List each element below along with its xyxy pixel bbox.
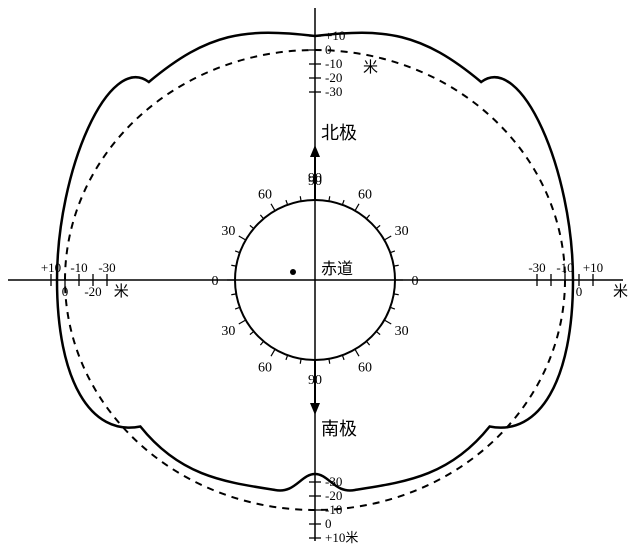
lat-tick-label: 30 [395, 224, 409, 239]
lat-tick-label: 30 [395, 324, 409, 339]
lat-tick [342, 200, 344, 205]
lat-tick-label: 60 [358, 187, 372, 202]
lat-tick-label: 60 [258, 187, 272, 202]
unit-label-left: 米 [114, 283, 129, 300]
lat-tick-label: 60 [258, 361, 272, 376]
scale-label-left: 0 [62, 284, 69, 299]
lat-tick [231, 294, 236, 295]
lat-tick [366, 341, 369, 345]
lat-tick [342, 355, 344, 360]
lat-tick [239, 320, 246, 324]
lat-tick [390, 251, 395, 253]
lat-tick [239, 236, 246, 240]
lat-tick [250, 225, 254, 228]
lat-tick [329, 196, 330, 201]
lat-tick [235, 251, 240, 253]
scale-label-left: -30 [98, 260, 115, 275]
lat-tick [235, 307, 240, 309]
lat-tick [394, 294, 399, 295]
lat-tick [390, 307, 395, 309]
center-dot [290, 269, 296, 275]
lat-tick [376, 331, 380, 334]
lat-tick [260, 215, 263, 219]
scale-label-left: +10 [41, 260, 61, 275]
scale-label-right: +10 [583, 260, 603, 275]
lat-tick [366, 215, 369, 219]
lat-tick [260, 341, 263, 345]
lat-tick [376, 225, 380, 228]
scale-label-left: -10 [70, 260, 87, 275]
lat-tick [394, 265, 399, 266]
scale-label-right: -30 [528, 260, 545, 275]
lat-tick [300, 196, 301, 201]
lat-tick [384, 236, 391, 240]
scale-label-top: +10 [325, 28, 345, 43]
scale-label-bottom: 0 [325, 516, 332, 531]
unit-label-top: 米 [363, 59, 378, 76]
lat-tick [271, 349, 275, 356]
scale-label-top: -10 [325, 56, 342, 71]
lat-tick-label: 60 [358, 361, 372, 376]
lat-tick [384, 320, 391, 324]
lat-tick-label: 0 [412, 274, 419, 289]
lat-tick-label: 0 [212, 274, 219, 289]
lat-tick-label: 30 [221, 224, 235, 239]
scale-label-left: -20 [84, 284, 101, 299]
south-pole-label: 南极 [321, 419, 357, 439]
unit-label-right: 米 [613, 283, 628, 300]
lat-tick [231, 265, 236, 266]
south-arrow-head [310, 403, 320, 415]
lat-tick [300, 359, 301, 364]
lat-tick [355, 204, 359, 211]
lat-tick [250, 331, 254, 334]
lat-tick-label: 30 [221, 324, 235, 339]
lat-tick [355, 349, 359, 356]
scale-label-right: 0 [576, 284, 583, 299]
scale-label-right: -10 [556, 260, 573, 275]
scale-label-top: -30 [325, 84, 342, 99]
scale-label-bottom: +10米 [325, 530, 358, 545]
scale-label-top: 0 [325, 42, 332, 57]
equator-label: 赤道 [321, 260, 353, 278]
lat-tick [329, 359, 330, 364]
lat-tick [286, 355, 288, 360]
scale-label-top: -20 [325, 70, 342, 85]
scale-label-bottom: -20 [325, 488, 342, 503]
north-pole-label: 北极 [321, 123, 357, 143]
scale-label-bottom: -10 [325, 502, 342, 517]
north-arrow-head [310, 145, 320, 157]
scale-label-bottom: -30 [325, 474, 342, 489]
lat-tick [271, 204, 275, 211]
lat-tick [286, 200, 288, 205]
